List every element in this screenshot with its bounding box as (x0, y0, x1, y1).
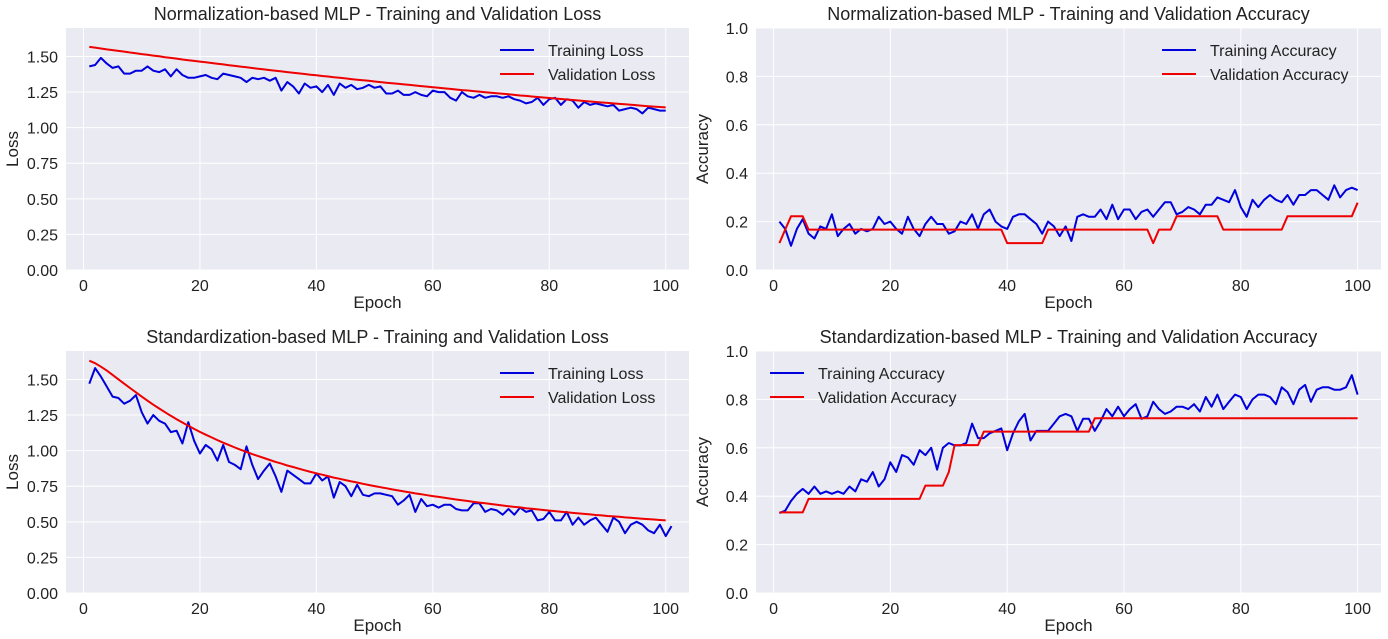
chart-panel-1: 0 20 40 60 80 100 0.00 0.25 0.50 0.75 1.00 1.25 1.50… (3, 4, 689, 312)
y-tick-label: 0.50 (27, 192, 58, 209)
legend-label: Training Loss (548, 366, 643, 383)
y-tick-label: 0.6 (726, 441, 748, 458)
x-tick-label: 60 (424, 601, 442, 618)
x-tick-label: 100 (652, 278, 679, 295)
series-line-validation-loss (89, 45, 666, 109)
legend-label: Validation Loss (548, 67, 655, 84)
y-tick-label: 0.8 (726, 69, 748, 86)
y-tick-label: 0.75 (27, 156, 58, 173)
legend-label: Validation Loss (548, 390, 655, 407)
x-tick-label: 80 (1232, 278, 1250, 295)
x-tick-label: 100 (652, 601, 679, 618)
chart-title: Normalization-based MLP - Training and V… (827, 4, 1310, 24)
legend-label: Training Accuracy (818, 366, 945, 383)
series-line-validation-accuracy (778, 202, 1359, 245)
y-tick-label: 0.2 (726, 538, 748, 555)
x-tick-label: 0 (79, 278, 88, 295)
y-tick-label: 0.0 (726, 263, 748, 280)
y-tick-label: 1.0 (726, 344, 748, 361)
y-tick-label: 0.8 (726, 392, 748, 409)
y-tick-label: 1.50 (27, 372, 58, 389)
x-tick-label: 60 (1115, 601, 1133, 618)
y-tick-label: 0.50 (27, 515, 58, 532)
chart-panel-2: 0 20 40 60 80 100 0.0 0.2 0.4 0.6 0.8 1.0 Normalizat… (693, 4, 1381, 312)
legend: Training Loss Validation Loss (500, 43, 655, 84)
y-tick-label: 0.2 (726, 215, 748, 232)
x-tick-label: 60 (1115, 278, 1133, 295)
series-line-training-loss (88, 367, 673, 538)
chart-title: Standardization-based MLP - Training and… (146, 327, 609, 347)
x-tick-label: 40 (307, 278, 325, 295)
y-tick-label: 1.25 (27, 408, 58, 425)
x-tick-label: 80 (540, 601, 558, 618)
legend-label: Validation Accuracy (1210, 67, 1348, 84)
series-line-training-accuracy (778, 184, 1358, 247)
legend-label: Training Accuracy (1210, 43, 1337, 60)
series-line-validation-loss (88, 359, 666, 522)
y-axis-label: Accuracy (693, 437, 712, 507)
x-axis-label: Epoch (353, 293, 401, 312)
x-axis-label: Epoch (353, 616, 401, 635)
series-line-training-accuracy (779, 374, 1359, 515)
legend: Training Loss Validation Loss (500, 366, 655, 407)
y-tick-label: 0.25 (27, 550, 58, 567)
y-tick-label: 1.00 (27, 121, 58, 138)
series-line-validation-accuracy (779, 417, 1358, 514)
x-tick-label: 0 (769, 278, 778, 295)
x-tick-label: 20 (191, 278, 209, 295)
x-tick-label: 20 (881, 278, 899, 295)
y-axis-label: Accuracy (693, 114, 712, 184)
y-tick-label: 0.4 (726, 489, 748, 506)
x-tick-label: 100 (1344, 278, 1371, 295)
y-tick-label: 0.75 (27, 479, 58, 496)
x-tick-label: 80 (1232, 601, 1250, 618)
y-tick-label: 0.0 (726, 586, 748, 603)
y-tick-label: 1.50 (27, 49, 58, 66)
y-tick-label: 0.00 (27, 586, 58, 603)
y-tick-label: 1.25 (27, 85, 58, 102)
y-tick-label: 1.0 (726, 21, 748, 38)
y-tick-label: 1.00 (27, 444, 58, 461)
chart-title: Normalization-based MLP - Training and V… (154, 4, 602, 24)
plot-area (756, 351, 1381, 593)
plot-area (66, 351, 689, 593)
x-tick-label: 40 (307, 601, 325, 618)
plot-area (66, 28, 689, 270)
y-tick-label: 0.6 (726, 118, 748, 135)
y-axis-label: Loss (3, 454, 22, 490)
legend-label: Training Loss (548, 43, 643, 60)
x-tick-label: 40 (998, 601, 1016, 618)
x-tick-label: 40 (998, 278, 1016, 295)
x-tick-label: 0 (769, 601, 778, 618)
x-tick-label: 60 (424, 278, 442, 295)
y-tick-label: 0.4 (726, 166, 748, 183)
chart-panel-3: 0 20 40 60 80 100 0.00 0.25 0.50 0.75 1.00 1.25 1.50… (3, 327, 689, 635)
legend: Training Accuracy Validation Accuracy (1162, 43, 1348, 84)
x-tick-label: 80 (540, 278, 558, 295)
y-tick-label: 0.25 (27, 227, 58, 244)
x-axis-label: Epoch (1044, 616, 1092, 635)
y-tick-label: 0.00 (27, 263, 58, 280)
x-axis-label: Epoch (1044, 293, 1092, 312)
chart-title: Standardization-based MLP - Training and… (820, 327, 1318, 347)
x-tick-label: 100 (1344, 601, 1371, 618)
legend: Training Accuracy Validation Accuracy (770, 366, 956, 407)
x-tick-label: 20 (191, 601, 209, 618)
x-tick-label: 0 (79, 601, 88, 618)
chart-panel-4: 0 20 40 60 80 100 0.0 0.2 0.4 0.6 0.8 1.0 Standardiz… (693, 327, 1381, 635)
y-axis-label: Loss (3, 131, 22, 167)
x-tick-label: 20 (881, 601, 899, 618)
legend-label: Validation Accuracy (818, 390, 956, 407)
